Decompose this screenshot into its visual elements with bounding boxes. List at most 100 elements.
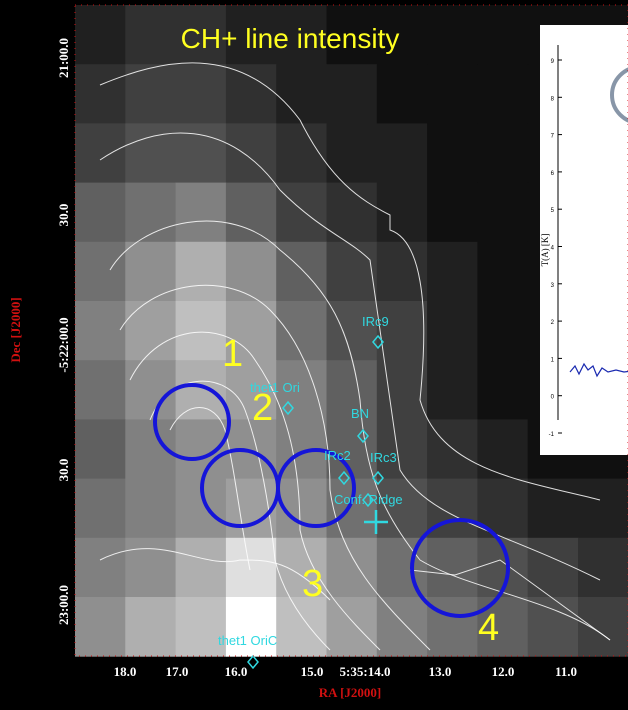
pixel <box>276 64 327 124</box>
inset-tick-label: -1 <box>549 432 555 438</box>
inset-y-label: T(A) [K] <box>540 234 550 267</box>
pixel <box>176 301 227 361</box>
pixel <box>125 242 176 302</box>
pixel <box>427 419 478 479</box>
pixel <box>327 479 378 539</box>
pixel <box>176 360 227 420</box>
x-tick-label: 16.0 <box>225 664 248 679</box>
pixel <box>125 123 176 183</box>
pixel <box>226 242 277 302</box>
pixel <box>377 242 428 302</box>
pixel <box>226 479 277 539</box>
pixel <box>477 64 528 124</box>
source-label: IRc3 <box>370 450 397 465</box>
source-label: IRc2 <box>324 448 351 463</box>
pixel <box>377 597 428 657</box>
pixel <box>427 301 478 361</box>
pixel <box>528 597 579 657</box>
pixel <box>427 183 478 243</box>
pixel <box>477 301 528 361</box>
source-label: IRc9 <box>362 314 389 329</box>
source-label: BN <box>351 406 369 421</box>
pixel <box>176 242 227 302</box>
pixel <box>528 538 579 598</box>
pixel <box>75 597 126 657</box>
pixel <box>377 301 428 361</box>
pixel <box>226 123 277 183</box>
pixel <box>578 597 628 657</box>
pixel <box>125 5 176 65</box>
pixel <box>578 479 628 539</box>
x-tick-label: 15.0 <box>301 664 324 679</box>
pixel <box>477 419 528 479</box>
region-label: 4 <box>478 607 499 649</box>
region-label: 3 <box>302 563 323 605</box>
region-label: 2 <box>252 387 273 429</box>
pixel <box>75 360 126 420</box>
pixel <box>327 597 378 657</box>
pixel <box>427 360 478 420</box>
pixel <box>477 123 528 183</box>
pixel <box>125 597 176 657</box>
y-tick-label: 30.0 <box>56 204 71 227</box>
pixel <box>276 242 327 302</box>
x-tick-label: 13.0 <box>429 664 452 679</box>
pixel <box>377 360 428 420</box>
pixel <box>327 538 378 598</box>
pixel <box>176 183 227 243</box>
x-axis-label: RA [J2000] <box>319 685 381 700</box>
pixel <box>176 123 227 183</box>
pixel <box>327 64 378 124</box>
pixel <box>125 360 176 420</box>
x-tick-label: 12.0 <box>492 664 515 679</box>
pixel <box>276 183 327 243</box>
pixel <box>327 242 378 302</box>
pixel <box>327 301 378 361</box>
pixel <box>176 64 227 124</box>
y-tick-label: 21:00.0 <box>56 38 71 78</box>
pixel <box>226 538 277 598</box>
x-tick-label: 11.0 <box>555 664 577 679</box>
y-axis-label: Dec [J2000] <box>8 297 23 362</box>
pixel <box>477 183 528 243</box>
pixel <box>125 538 176 598</box>
pixel <box>427 5 478 65</box>
y-tick-label: 23:00.0 <box>56 585 71 625</box>
inset-plot <box>540 25 628 455</box>
pixel <box>75 183 126 243</box>
pixel <box>176 538 227 598</box>
pixel <box>75 242 126 302</box>
pixel <box>477 360 528 420</box>
source-label: thet1 OriC <box>218 633 277 648</box>
pixel <box>528 479 579 539</box>
pixel <box>327 123 378 183</box>
pixel <box>75 123 126 183</box>
pixel <box>125 479 176 539</box>
pixel <box>226 183 277 243</box>
pixel <box>75 64 126 124</box>
pixel <box>377 538 428 598</box>
region-label: 1 <box>222 333 243 375</box>
pixel <box>477 242 528 302</box>
pixel <box>75 479 126 539</box>
pixel <box>276 597 327 657</box>
pixel <box>377 64 428 124</box>
pixel <box>75 301 126 361</box>
pixel <box>427 64 478 124</box>
x-tick-label: 5:35:14.0 <box>340 664 391 679</box>
pixel <box>427 597 478 657</box>
pixel <box>226 64 277 124</box>
pixel <box>75 5 126 65</box>
y-tick-label: -5:22:00.0 <box>56 317 71 372</box>
pixel <box>75 419 126 479</box>
pixel <box>75 538 126 598</box>
pixel <box>578 538 628 598</box>
pixel <box>427 123 478 183</box>
title: CH+ line intensity <box>181 23 400 54</box>
pixel <box>427 242 478 302</box>
figure: T(A) [K] 9876543210-1 CH+ line intensity… <box>0 0 628 710</box>
pixel <box>276 301 327 361</box>
x-tick-label: 18.0 <box>114 664 137 679</box>
source-label: Conf. Ridge <box>334 492 403 507</box>
y-tick-label: 30.0 <box>56 459 71 482</box>
